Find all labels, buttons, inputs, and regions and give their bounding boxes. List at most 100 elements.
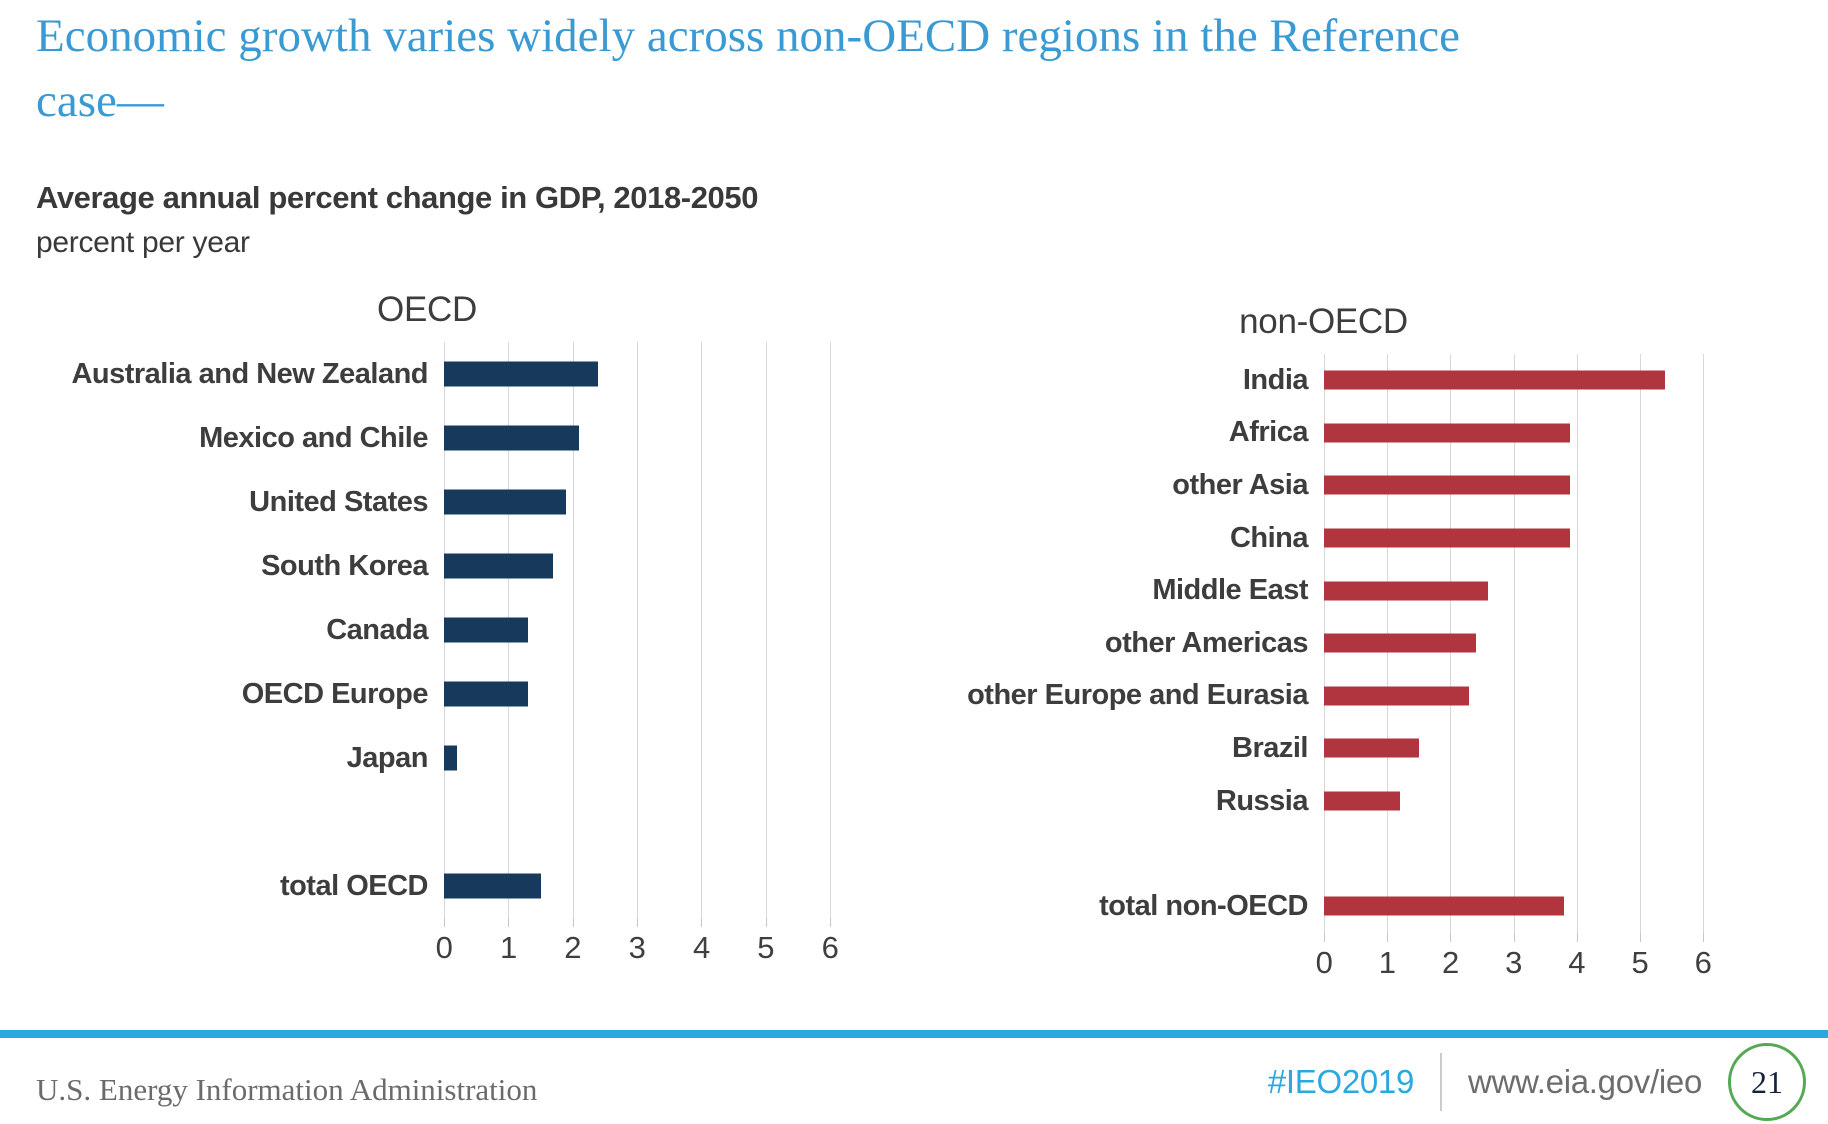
bar xyxy=(1324,475,1571,495)
bar-track xyxy=(444,342,830,406)
chart-row-africa: Africa xyxy=(944,407,1703,460)
category-label: other Americas xyxy=(1104,626,1309,659)
tick-label: 5 xyxy=(1631,944,1649,980)
footer-url: www.eia.gov/ieo xyxy=(1468,1063,1702,1100)
oecd-bar-chart: OECD Australia and New Zealand Mexico and… xyxy=(24,290,839,974)
category-label: OECD Europe xyxy=(241,677,429,710)
bar xyxy=(444,361,599,387)
tick-label: 1 xyxy=(1378,944,1396,980)
bar xyxy=(1324,633,1476,653)
chart-row-total-non-oecd: total non-OECD xyxy=(944,880,1703,933)
category-label: total non-OECD xyxy=(1099,889,1308,922)
chart-rows: Australia and New Zealand Mexico and Chil… xyxy=(24,342,830,918)
bar-track xyxy=(1324,354,1703,407)
tick-mark xyxy=(1703,932,1704,942)
bar xyxy=(444,681,528,707)
tick-mark xyxy=(1576,932,1578,942)
tick-label: 5 xyxy=(757,930,775,965)
chart-row-canada: Canada xyxy=(24,598,830,662)
tick-label: 6 xyxy=(821,930,839,965)
x-axis: 0 1 2 3 4 5 6 xyxy=(436,918,839,974)
bar-track xyxy=(444,406,830,470)
chart-row-other-americas: other Americas xyxy=(944,617,1703,670)
bar-track xyxy=(1324,722,1703,775)
tick-mark xyxy=(1324,932,1325,942)
page-number: 21 xyxy=(1751,1063,1783,1100)
x-axis: 0 1 2 3 4 5 6 xyxy=(1316,932,1712,989)
bar xyxy=(444,489,567,515)
category-label: Canada xyxy=(326,613,428,646)
bar-track xyxy=(1324,617,1703,670)
tick-mark xyxy=(1450,932,1452,942)
gridline xyxy=(1576,354,1578,933)
category-label: Australia and New Zealand xyxy=(71,357,428,390)
bar xyxy=(1324,528,1571,548)
bar xyxy=(1324,423,1571,443)
gridline xyxy=(765,342,767,918)
footer-right-group: #IEO2019 www.eia.gov/ieo 21 xyxy=(1268,1043,1806,1121)
footer-divider xyxy=(1440,1053,1443,1111)
bar-track xyxy=(1324,564,1703,617)
tick-mark xyxy=(637,918,638,927)
bar xyxy=(1324,738,1419,758)
bar-track xyxy=(1324,775,1703,828)
tick-mark xyxy=(508,918,510,927)
gridline xyxy=(1703,354,1704,933)
bar xyxy=(444,745,457,771)
category-label: Japan xyxy=(346,741,429,774)
bar xyxy=(444,617,528,643)
spacer-row xyxy=(24,790,830,854)
category-label: Brazil xyxy=(1232,731,1308,764)
chart-row-oecd-europe: OECD Europe xyxy=(24,662,830,726)
bar xyxy=(1324,581,1489,601)
chart-row-other-asia: other Asia xyxy=(944,459,1703,512)
category-label: Middle East xyxy=(1152,574,1308,607)
chart-plot-area: India Africa other Asia China Middle East oth… xyxy=(944,354,1704,933)
bar-track xyxy=(444,854,830,918)
tick-label: 0 xyxy=(435,930,453,965)
chart-row-australia-and-new-zealand: Australia and New Zealand xyxy=(24,342,830,406)
tick-label: 6 xyxy=(1694,944,1712,980)
category-label: India xyxy=(1242,363,1309,396)
slide-title: Economic growth varies widely across non… xyxy=(36,10,1460,127)
page-number-circle: 21 xyxy=(1728,1043,1806,1121)
tick-mark xyxy=(1639,932,1641,942)
bar xyxy=(1324,686,1470,706)
bar-track xyxy=(1324,459,1703,512)
bar-track xyxy=(1324,512,1703,565)
chart-row-russia: Russia xyxy=(944,775,1703,828)
bar-track xyxy=(444,534,830,598)
unit-label: percent per year xyxy=(36,226,250,259)
gridline xyxy=(701,342,703,918)
chart-row-middle-east: Middle East xyxy=(944,564,1703,617)
tick-mark xyxy=(765,918,767,927)
category-label: United States xyxy=(249,485,428,518)
chart-row-japan: Japan xyxy=(24,726,830,790)
tick-mark xyxy=(701,918,703,927)
chart-row-brazil: Brazil xyxy=(944,722,1703,775)
category-label: total OECD xyxy=(279,869,429,902)
category-label: China xyxy=(1229,521,1309,554)
bar-track xyxy=(444,470,830,534)
tick-label: 0 xyxy=(1315,944,1333,980)
tick-label: 4 xyxy=(1568,944,1586,980)
gridline xyxy=(637,342,638,918)
tick-mark xyxy=(444,918,445,927)
chart-row-other-europe-and-eurasia: other Europe and Eurasia xyxy=(944,670,1703,723)
footer-accent-rule xyxy=(0,1030,1828,1038)
tick-label: 4 xyxy=(692,930,710,965)
bar xyxy=(444,873,541,899)
chart-row-india: India xyxy=(944,354,1703,407)
non-oecd-bar-chart: non-OECD India Africa other Asia China Middl… xyxy=(944,302,1712,989)
chart-title-oecd: OECD xyxy=(377,290,477,329)
gridline xyxy=(830,342,831,918)
bar-track xyxy=(1324,880,1703,933)
tick-label: 2 xyxy=(564,930,582,965)
chart-rows: India Africa other Asia China Middle East oth… xyxy=(944,354,1703,933)
category-label: South Korea xyxy=(261,549,428,582)
category-label: Russia xyxy=(1215,784,1309,817)
category-label: other Asia xyxy=(1172,468,1308,501)
chart-subtitle: Average annual percent change in GDP, 20… xyxy=(36,180,759,215)
bar-track xyxy=(444,726,830,790)
footer-organization: U.S. Energy Information Administration xyxy=(36,1072,538,1107)
